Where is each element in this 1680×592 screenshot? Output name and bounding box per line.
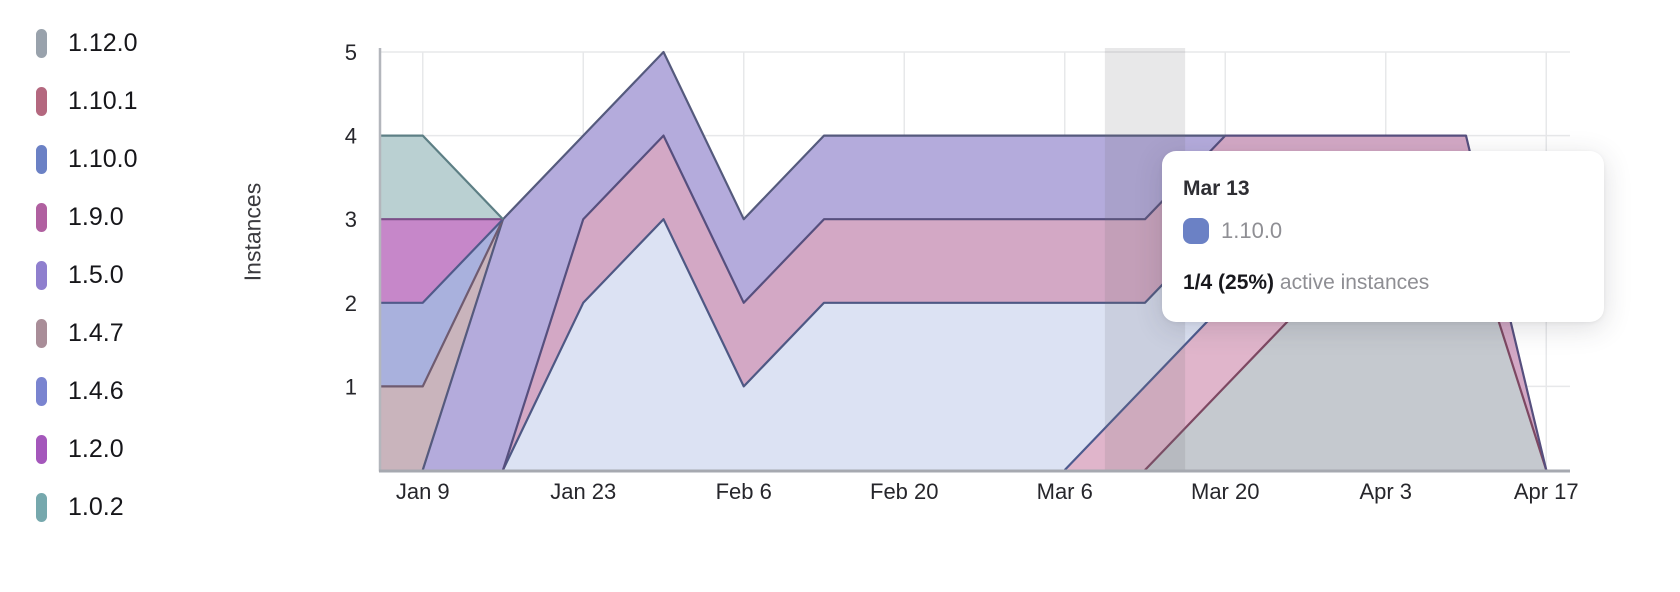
- legend-item-1-4-7[interactable]: 1.4.7: [36, 319, 138, 348]
- legend-label: 1.4.7: [68, 319, 124, 347]
- legend-item-1-0-2[interactable]: 1.0.2: [36, 493, 138, 522]
- legend-label: 1.10.1: [68, 87, 138, 115]
- y-tick-label: 2: [345, 291, 357, 316]
- y-tick-label: 4: [345, 124, 357, 149]
- line-1-9-0: [501, 134, 1548, 471]
- x-tick-label: Jan 23: [550, 479, 616, 504]
- x-tick-label: Mar 20: [1191, 479, 1259, 504]
- legend-item-1-5-0[interactable]: 1.5.0: [36, 261, 138, 290]
- y-tick-label: 1: [345, 374, 357, 399]
- legend-label: 1.2.0: [68, 435, 124, 463]
- legend-marker-icon: [36, 203, 47, 232]
- legend-marker-icon: [36, 377, 47, 406]
- chart-legend: 1.12.0 1.10.1 1.10.0 1.9.0 1.5.0 1.4.7 1.4.6 1.…: [36, 29, 138, 551]
- line-1-4-6: [380, 218, 504, 304]
- legend-marker-icon: [36, 435, 47, 464]
- line-1-4-7: [380, 218, 504, 388]
- area-1-12-0: [380, 219, 1547, 470]
- legend-item-1-10-0[interactable]: 1.10.0: [36, 145, 138, 174]
- tooltip-series-name: 1.10.0: [1221, 218, 1283, 243]
- line-1-0-2: [380, 134, 504, 220]
- chart-tooltip: Mar 13 1.10.0 1/4 (25%) active instances: [1162, 151, 1604, 322]
- tooltip-value-row: 1/4 (25%) active instances: [1183, 272, 1580, 293]
- x-tick-label: Feb 6: [716, 479, 772, 504]
- legend-marker-icon: [36, 29, 47, 58]
- legend-marker-icon: [36, 261, 47, 290]
- y-tick-label: 5: [345, 40, 357, 65]
- x-tick-label: Feb 20: [870, 479, 939, 504]
- legend-item-1-10-1[interactable]: 1.10.1: [36, 87, 138, 116]
- legend-marker-icon: [36, 493, 47, 522]
- area-1-10-0: [380, 219, 1547, 470]
- legend-item-1-4-6[interactable]: 1.4.6: [36, 377, 138, 406]
- legend-item-1-12-0[interactable]: 1.12.0: [36, 29, 138, 58]
- legend-marker-icon: [36, 87, 47, 116]
- legend-label: 1.5.0: [68, 261, 124, 289]
- x-tick-label: Jan 9: [396, 479, 450, 504]
- x-tick-label: Mar 6: [1037, 479, 1093, 504]
- x-tick-labels: Jan 9 Jan 23 Feb 6 Feb 20 Mar 6 Mar 20 Apr 3 Ap…: [396, 479, 1579, 504]
- series-swatch: [1183, 218, 1209, 244]
- line-1-5-0: [421, 50, 1226, 471]
- legend-item-1-9-0[interactable]: 1.9.0: [36, 203, 138, 232]
- legend-label: 1.0.2: [68, 493, 124, 521]
- tooltip-caption-text: active instances: [1279, 271, 1430, 294]
- legend-label: 1.4.6: [68, 377, 124, 405]
- x-tick-label: Apr 3: [1359, 479, 1412, 504]
- legend-marker-icon: [36, 145, 47, 174]
- tooltip-date: Mar 13: [1183, 177, 1250, 200]
- x-tick-label: Apr 17: [1514, 479, 1579, 504]
- y-tick-label: 3: [345, 207, 357, 232]
- legend-marker-icon: [36, 319, 47, 348]
- legend-label: 1.9.0: [68, 203, 124, 231]
- legend-label: 1.10.0: [68, 145, 138, 173]
- tooltip-value: 1/4 (25%): [1183, 271, 1275, 294]
- tooltip-series-row: 1.10.0: [1183, 218, 1580, 244]
- legend-item-1-2-0[interactable]: 1.2.0: [36, 435, 138, 464]
- y-tick-labels: 5 4 3 2 1: [345, 40, 357, 399]
- legend-label: 1.12.0: [68, 29, 138, 57]
